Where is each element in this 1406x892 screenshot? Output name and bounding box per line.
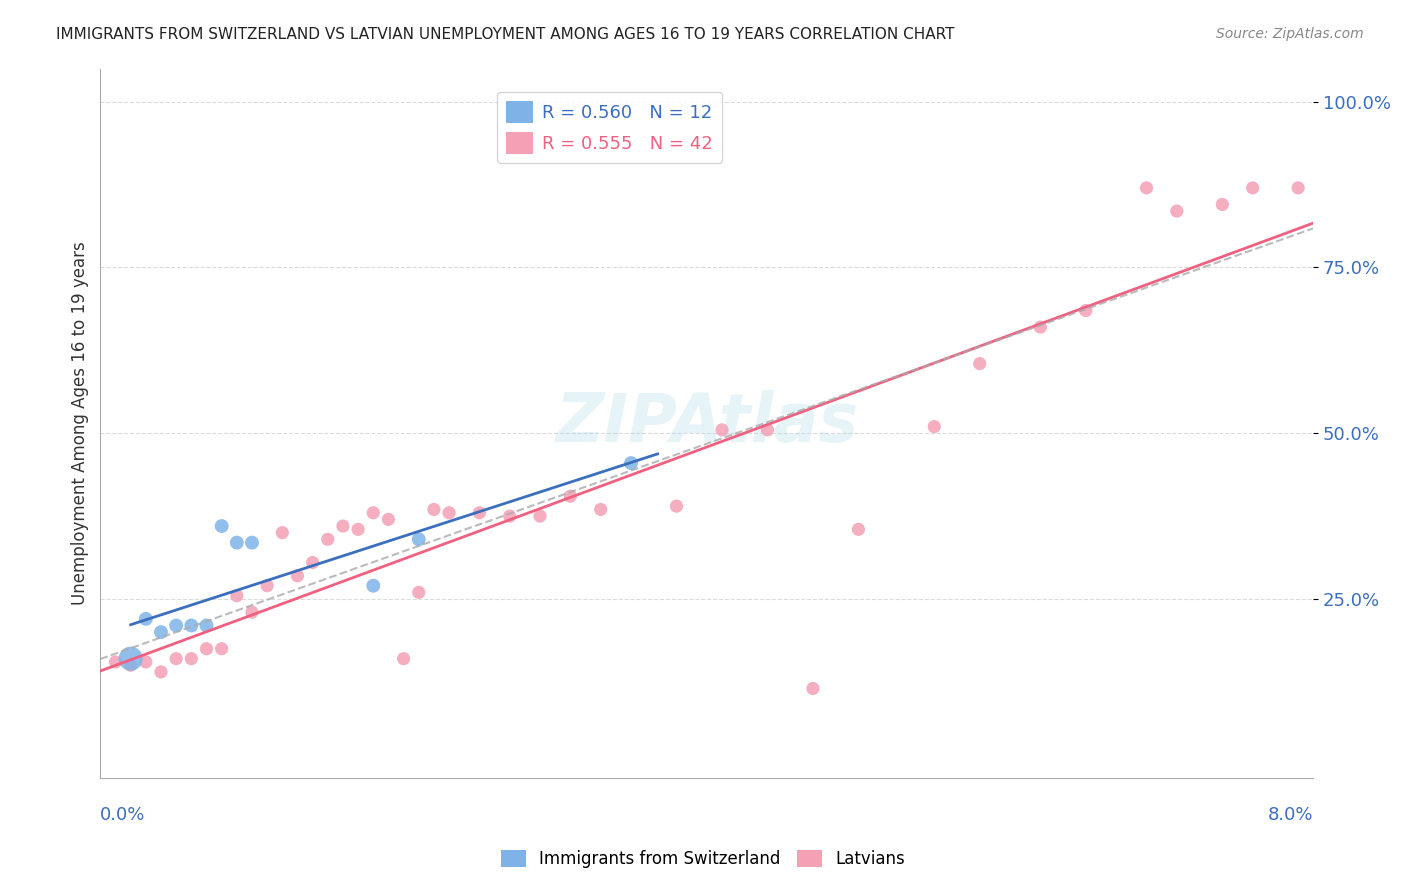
Point xyxy=(195,641,218,656)
Point xyxy=(150,665,173,679)
Point xyxy=(256,579,278,593)
Point xyxy=(437,506,460,520)
Text: IMMIGRANTS FROM SWITZERLAND VS LATVIAN UNEMPLOYMENT AMONG AGES 16 TO 19 YEARS CO: IMMIGRANTS FROM SWITZERLAND VS LATVIAN U… xyxy=(56,27,955,42)
Point xyxy=(120,658,142,673)
Point xyxy=(165,618,187,632)
Point xyxy=(848,522,870,536)
Point xyxy=(665,499,688,513)
Point xyxy=(922,419,945,434)
Point xyxy=(756,423,779,437)
Point xyxy=(529,509,551,524)
Point xyxy=(1074,303,1097,318)
Point xyxy=(287,568,309,582)
Point xyxy=(211,641,233,656)
Point xyxy=(560,489,582,503)
Text: Source: ZipAtlas.com: Source: ZipAtlas.com xyxy=(1216,27,1364,41)
Point xyxy=(347,522,370,536)
Point xyxy=(150,625,173,640)
Point xyxy=(180,651,202,665)
Point xyxy=(1166,204,1188,219)
Point xyxy=(589,502,612,516)
Point xyxy=(408,585,430,599)
Point xyxy=(1029,320,1052,334)
Point xyxy=(620,456,643,470)
Point xyxy=(710,423,733,437)
Point xyxy=(361,579,384,593)
Point xyxy=(135,612,157,626)
Point xyxy=(225,589,247,603)
Point xyxy=(165,651,187,665)
Point xyxy=(423,502,446,516)
Point xyxy=(211,519,233,533)
Point xyxy=(499,509,522,524)
Text: 0.0%: 0.0% xyxy=(100,806,146,824)
Point xyxy=(180,618,202,632)
Legend: R = 0.560   N = 12, R = 0.555   N = 42: R = 0.560 N = 12, R = 0.555 N = 42 xyxy=(498,92,723,163)
Point xyxy=(120,651,142,665)
Point xyxy=(301,556,323,570)
Point xyxy=(1211,197,1233,211)
Point xyxy=(361,506,384,520)
Point xyxy=(408,533,430,547)
Y-axis label: Unemployment Among Ages 16 to 19 years: Unemployment Among Ages 16 to 19 years xyxy=(72,242,89,605)
Point xyxy=(377,512,399,526)
Point xyxy=(195,618,218,632)
Point xyxy=(225,535,247,549)
Point xyxy=(392,651,415,665)
Legend: Immigrants from Switzerland, Latvians: Immigrants from Switzerland, Latvians xyxy=(494,843,912,875)
Point xyxy=(969,357,991,371)
Point xyxy=(801,681,824,696)
Point xyxy=(240,605,263,619)
Point xyxy=(1241,181,1264,195)
Point xyxy=(1286,181,1309,195)
Point xyxy=(135,655,157,669)
Point xyxy=(332,519,354,533)
Point xyxy=(316,533,339,547)
Point xyxy=(271,525,294,540)
Text: ZIPAtlas: ZIPAtlas xyxy=(555,391,859,457)
Point xyxy=(468,506,491,520)
Point xyxy=(240,535,263,549)
Point xyxy=(1135,181,1157,195)
Text: 8.0%: 8.0% xyxy=(1268,806,1313,824)
Point xyxy=(104,655,127,669)
